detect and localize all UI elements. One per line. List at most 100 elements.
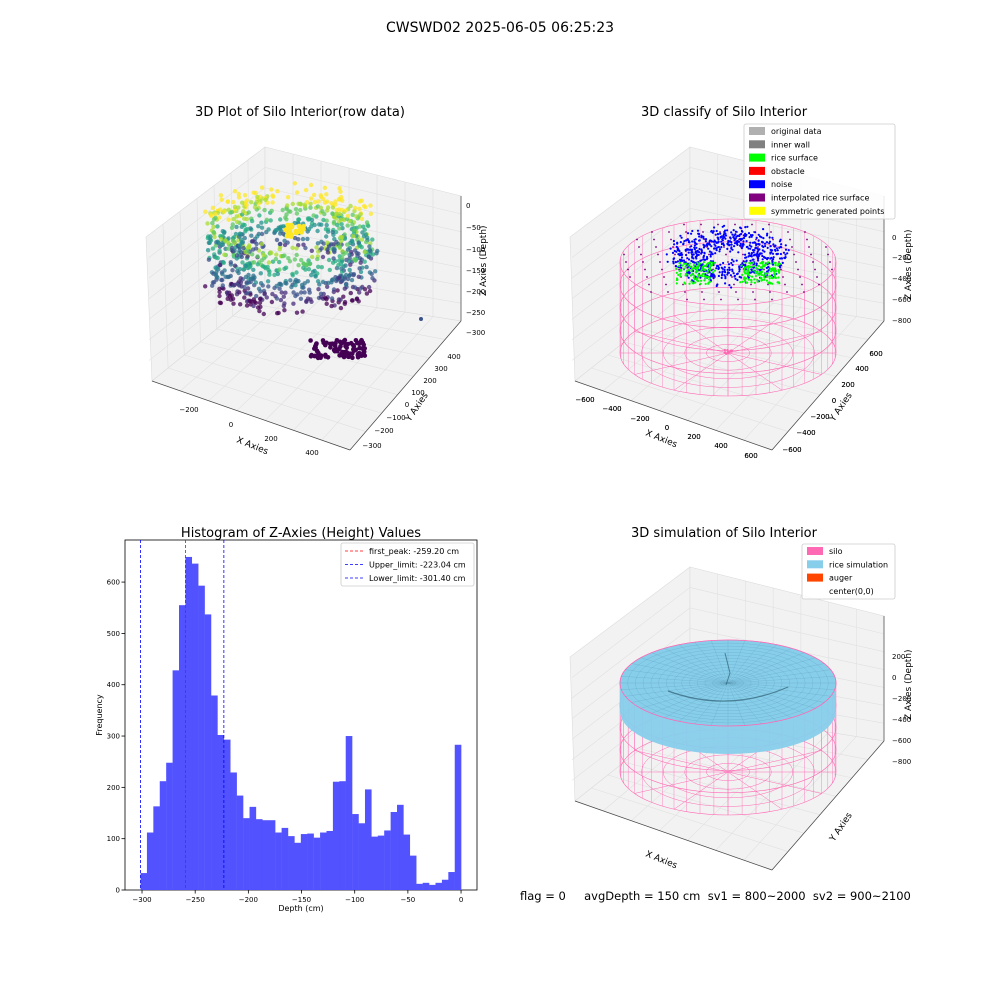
noise-point [749,241,752,244]
noise-point [762,245,765,249]
noise-point [761,249,764,252]
z-tick-label: −400 [892,275,911,283]
rice-surface-point [748,266,751,269]
noise-point [730,243,733,246]
noise-point [765,234,769,237]
noise-point [690,232,693,235]
data-point [301,261,307,266]
rice-mesh-spoke [651,652,729,684]
rice-surface-point [769,270,773,273]
data-point [349,238,355,243]
noise-point [769,245,772,248]
data-point [270,259,276,264]
rice-surface-point [703,268,706,272]
data-point [273,228,278,233]
data-point [235,289,240,294]
rice-surface-point [769,275,772,278]
silo-floor-spoke [634,750,729,773]
interpolated-point [683,223,685,226]
rice-surface-point [708,278,711,281]
x-tick-label: 200 [687,433,700,441]
data-point [244,303,250,308]
rice-surface-point [694,271,697,274]
noise-point [696,249,699,252]
data-point [362,259,367,264]
legend-swatch [807,547,823,555]
interpolated-point [825,246,827,248]
noise-point [724,237,727,240]
data-point [247,265,252,270]
data-point [345,276,351,282]
histogram-bar [454,744,462,890]
rice-surface-point [743,270,746,273]
data-point [370,276,375,281]
data-point [352,205,358,211]
interpolated-point [665,283,667,286]
rice-surface-point [768,277,771,280]
center-point [726,348,729,352]
data-point [231,301,236,306]
interpolated-point [648,283,650,286]
interpolated-point [670,238,672,241]
rice-surface-point [692,282,695,285]
panel-simulation-legend: silo rice simulation auger center(0,0) [801,543,896,600]
data-point [309,196,314,201]
data-point [230,222,235,227]
data-point [354,214,359,219]
silo-floor-spoke [727,771,783,810]
noise-point [676,248,679,252]
noise-point [749,247,752,250]
rice-mesh-spoke [727,682,825,703]
interpolated-point [667,291,669,293]
interpolated-point [772,238,774,241]
data-point [264,295,269,300]
x-tick-label: −600 [575,396,594,404]
data-point [265,279,271,284]
data-point [215,255,220,261]
histogram-bar [230,772,237,890]
data-point [357,224,362,229]
interpolated-point [719,231,721,233]
noise-point [779,264,783,267]
noise-point [733,242,737,245]
data-point [350,222,355,227]
data-point [325,250,331,255]
data-point [357,206,362,211]
data-point [349,298,355,303]
x-tick-label: 0 [459,896,463,904]
legend-label: rice surface [771,154,818,163]
legend-label: inner wall [771,140,810,149]
noise-point [688,272,691,275]
y-tick-label: 200 [841,381,854,389]
z-tick-label: 0 [466,202,470,210]
data-point [333,199,338,204]
interpolated-point [640,253,642,256]
rice-surface-point [695,278,699,282]
interpolated-point [653,238,655,241]
noise-point [691,229,694,233]
data-point [320,279,326,285]
rice-surface-point [756,267,759,270]
rice-surface-point [754,274,758,278]
interpolated-point [742,253,744,256]
noise-point [728,243,731,246]
data-point [362,249,367,255]
rice-surface-point [741,273,744,276]
noise-point [675,245,678,248]
interpolated-point [763,268,765,271]
rice-surface-point [750,279,753,282]
grid-line [321,316,434,441]
data-point [340,349,345,355]
noise-point [779,238,782,241]
data-point [291,290,296,295]
noise-point [765,241,768,244]
noise-point [677,253,680,256]
grid-line [162,224,169,369]
noise-point [781,261,784,264]
rice-surface-point [701,266,704,269]
data-point [266,260,272,265]
data-point [287,259,293,264]
data-point [210,246,216,251]
data-point [226,217,231,222]
noise-point [712,277,715,280]
